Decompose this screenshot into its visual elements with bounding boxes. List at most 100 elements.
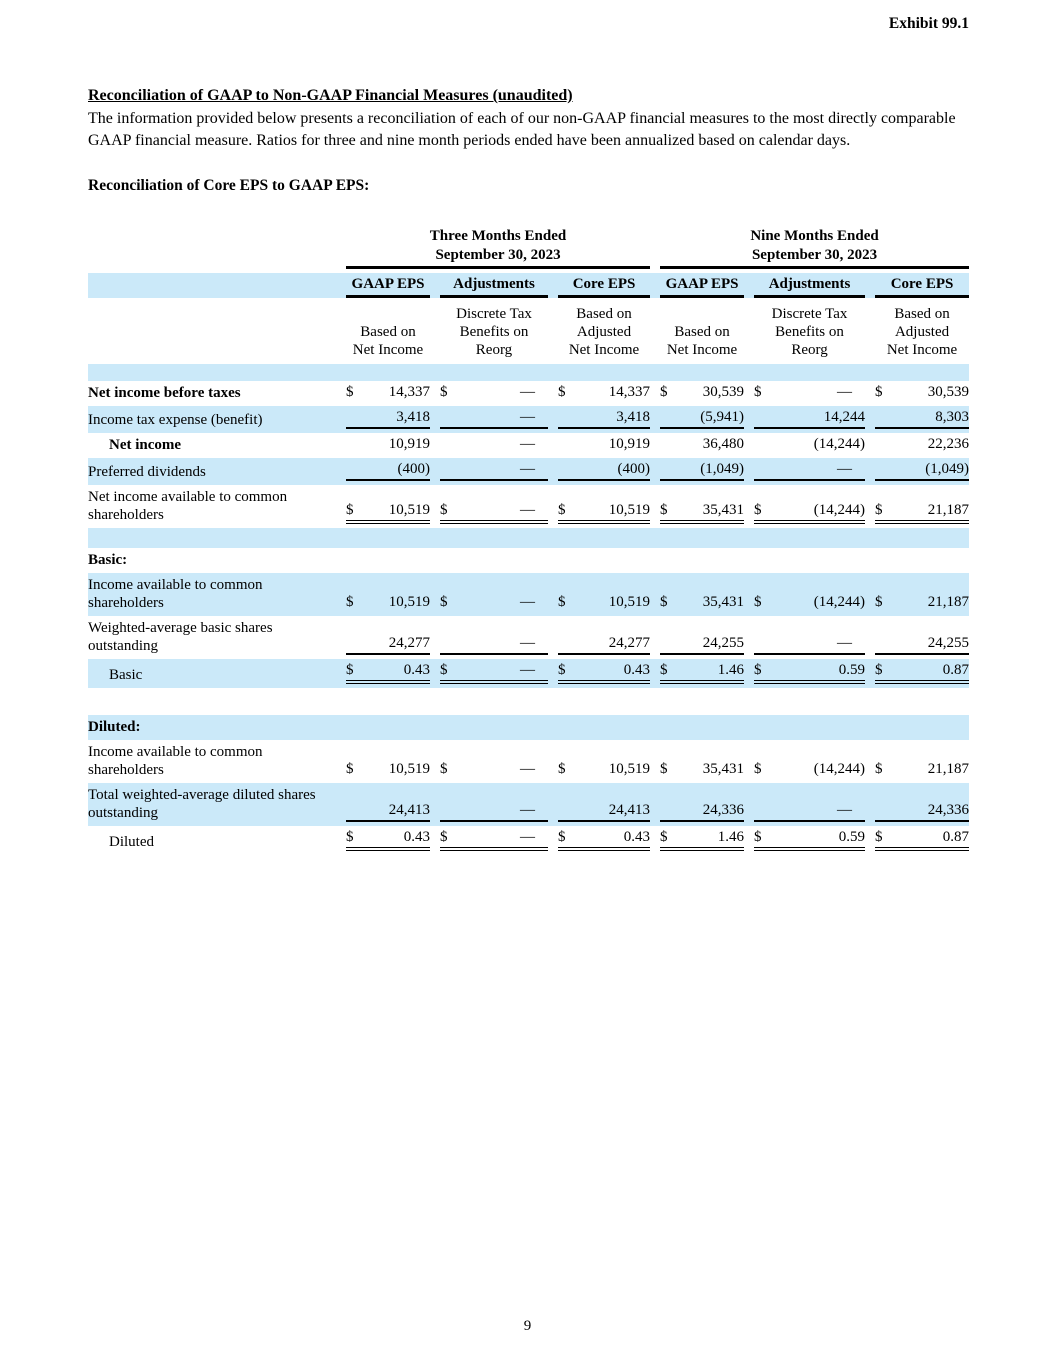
column-header: Core EPS (875, 275, 970, 298)
row-label: Diluted (109, 834, 154, 850)
value-cell (430, 715, 548, 740)
intro-paragraph: The information provided below presents … (88, 110, 956, 149)
cell-value: — (520, 662, 535, 678)
value-cell (744, 548, 865, 573)
table-body: Net income before taxes $14,337 $ — $14,337 $… (88, 364, 970, 855)
cell-value: — (520, 635, 535, 651)
empty-cell (88, 224, 336, 273)
cell-value: — (520, 594, 535, 610)
cell-value: — (520, 409, 535, 425)
group-header: Nine Months Ended September 30, 2023 (660, 227, 970, 269)
table-row: Weighted-average basic shares outstandin… (88, 616, 970, 659)
cell-value: 1.46 (717, 829, 745, 845)
currency-symbol: $ (754, 761, 762, 777)
cell-value: 8,303 (935, 409, 970, 425)
value-cell: 24,277 (336, 616, 430, 659)
value-cell: — (744, 458, 866, 485)
value-cell: (400) (336, 458, 430, 485)
currency-symbol: $ (660, 662, 668, 678)
cell-value: — (520, 461, 535, 477)
cell-segment: $0.59 (754, 662, 866, 684)
sub-header-cell: Discrete Tax Benefits on Reorg (430, 298, 548, 364)
value-cell (430, 548, 548, 573)
cell-segment: 24,336 (875, 802, 970, 822)
row-label: Diluted: (88, 719, 141, 735)
value-cell: 3,418 (548, 406, 651, 433)
value-cell: 14,244 (744, 406, 866, 433)
sub-header: Based on Net Income (666, 324, 738, 358)
currency-symbol: $ (440, 662, 448, 678)
cell-segment: 14,244 (754, 409, 866, 429)
value-cell (650, 715, 744, 740)
currency-symbol: $ (346, 662, 354, 678)
cell-segment: $ (14,244) (754, 761, 865, 779)
sub-header-row: Based on Net Income Discrete Tax Benefit… (88, 298, 969, 364)
value-cell: $ — (430, 381, 548, 406)
value-cell: $0.87 (865, 659, 970, 688)
value-cell: 24,255 (865, 616, 970, 659)
group-header-cell: Nine Months Ended September 30, 2023 (650, 224, 970, 273)
sub-header-cell: Based on Adjusted Net Income (548, 298, 650, 364)
cell-value: (14,244) (813, 761, 866, 777)
cell-segment: $10,519 (558, 502, 651, 524)
value-cell: $0.59 (744, 826, 866, 855)
currency-symbol: $ (660, 761, 668, 777)
cell-segment: $35,431 (660, 761, 744, 779)
sub-header-cell: Discrete Tax Benefits on Reorg (744, 298, 865, 364)
cell-segment: — (440, 802, 548, 822)
currency-symbol: $ (875, 594, 883, 610)
currency-symbol: $ (754, 662, 762, 678)
table-caption: Reconciliation of Core EPS to GAAP EPS: (88, 177, 370, 194)
cell-segment: — (440, 409, 548, 429)
cell-value: (1,049) (700, 461, 745, 477)
value-cell: $21,187 (865, 573, 969, 616)
row-label: Income tax expense (benefit) (88, 412, 263, 428)
currency-symbol: $ (660, 829, 668, 845)
value-cell: — (744, 616, 866, 659)
cell-value: 24,336 (702, 802, 745, 818)
value-cell: (1,049) (650, 458, 745, 485)
cell-segment: $0.87 (875, 662, 970, 684)
currency-symbol: $ (440, 502, 448, 518)
cell-value: 24,255 (927, 635, 970, 651)
sub-header-cell: Based on Adjusted Net Income (865, 298, 969, 364)
value-cell: $10,519 (336, 485, 430, 528)
cell-segment: $ — (440, 829, 548, 851)
cell-value: 35,431 (702, 502, 745, 518)
row-label: Weighted-average basic shares outstandin… (88, 620, 273, 654)
cell-value: 30,539 (702, 384, 745, 400)
value-cell: $0.59 (744, 659, 866, 688)
value-cell: $14,337 (548, 381, 650, 406)
cell-value: 24,255 (702, 635, 745, 651)
cell-value: 10,519 (388, 502, 430, 518)
empty-cell (88, 298, 336, 364)
cell-value: 35,431 (702, 761, 745, 777)
value-cell: $10,519 (548, 740, 650, 783)
reconciliation-table: Three Months Ended September 30, 2023 Ni… (88, 224, 970, 855)
cell-segment: 3,418 (346, 409, 430, 429)
currency-symbol: $ (754, 502, 762, 518)
value-cell: $1.46 (650, 826, 745, 855)
cell-segment: — (440, 436, 548, 454)
cell-segment: $ — (440, 502, 548, 524)
currency-symbol: $ (660, 594, 668, 610)
cell-value: (14,244) (813, 502, 866, 518)
value-cell (650, 548, 744, 573)
value-cell (336, 715, 430, 740)
value-cell: $ — (430, 573, 548, 616)
cell-segment: (1,049) (660, 461, 745, 481)
group-header-row: Three Months Ended September 30, 2023 Ni… (88, 224, 970, 273)
cell-value: 21,187 (927, 761, 970, 777)
cell-segment: (400) (558, 461, 651, 481)
cell-segment: 24,336 (660, 802, 745, 822)
row-label: Income available to common shareholders (88, 577, 263, 611)
cell-segment: $ — (440, 761, 548, 779)
cell-segment: — (754, 461, 866, 481)
spacer-row (88, 528, 970, 548)
currency-symbol: $ (558, 594, 566, 610)
value-cell: 8,303 (865, 406, 970, 433)
value-cell: (400) (548, 458, 651, 485)
page-number: 9 (523, 1318, 532, 1334)
cell-value: (5,941) (700, 409, 745, 425)
cell-segment: $ (14,244) (754, 594, 865, 612)
